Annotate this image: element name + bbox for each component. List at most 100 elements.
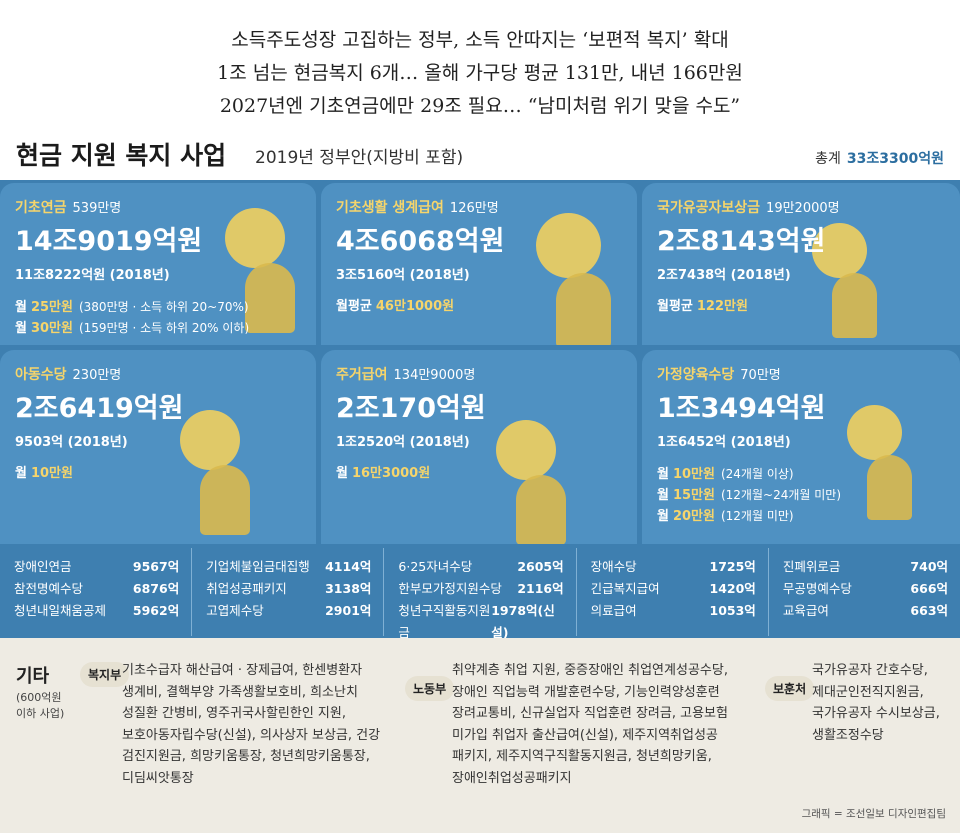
illustration [200, 465, 250, 535]
program-amount: 663억 [910, 603, 949, 618]
detail-note: (12개월 미만) [720, 509, 794, 523]
card-amount: 14조9019억원 [15, 226, 203, 257]
illustration [536, 213, 601, 278]
program-row: 참전명예수당 6876억 [14, 578, 179, 600]
ministry-programs: 기초수급자 해산급여 · 장제급여, 한센병환자 생계비, 결핵부양 가족생활보호… [122, 660, 380, 789]
ministry-programs: 국가유공자 간호수당, 제대군인전직지원금, 국가유공자 수시보상금, 생활조정수당 [812, 660, 940, 746]
card-details: 월평균 122만원 [657, 297, 946, 317]
card-name: 아동수당 [15, 367, 67, 383]
detail-value: 30만원 [30, 321, 73, 336]
card-prev: 2조7438억 (2018년) [657, 268, 791, 283]
headline: 1조 넘는 현금복지 6개… 올해 가구당 평균 131만, 내년 166만원 [217, 62, 743, 84]
detail-prefix: 월 [15, 321, 27, 336]
detail-prefix: 월 [657, 509, 669, 524]
card-details: 월 10만원 [15, 464, 302, 484]
program-line: 기초수급자 해산급여 · 장제급여, 한센병환자 [122, 663, 363, 678]
program-card: 기초생활 생계급여 126만명 4조6068억원 3조5160억 (2018년) 월평균… [321, 183, 637, 345]
illustration [225, 208, 285, 268]
card-details: 월평균 46만1000원 [336, 297, 623, 317]
ministry-badge: 보훈처 [765, 676, 815, 701]
card-name-row: 아동수당 230만명 [15, 364, 302, 384]
total-label: 총계 [815, 151, 841, 167]
card-name: 기초연금 [15, 200, 67, 216]
detail-prefix: 월평균 [657, 299, 693, 314]
detail-value: 20만원 [672, 509, 715, 524]
program-name: 한부모가정지원수당 [398, 581, 502, 596]
title: 현금 지원 복지 사업 [16, 141, 227, 170]
program-line: 패키지, 제주지역구직활동지원금, 청년희망키움, [452, 749, 712, 764]
program-line: 미가입 취업자 출산급여(신설), 제주지역취업성공 [452, 727, 718, 743]
program-name: 장애수당 [590, 559, 637, 574]
card-details: 월 25만원 (380만명 · 소득 하위 20~70%) 월 30만원 (159만명 ·… [15, 297, 302, 339]
detail-note: (24개월 이상) [720, 467, 794, 481]
illustration [847, 405, 902, 460]
program-card: 국가유공자보상금 19만2000명 2조8143억원 2조7438억 (2018년) 월… [642, 183, 960, 345]
detail-row: 월 25만원 (380만명 · 소득 하위 20~70%) [15, 297, 302, 318]
detail-row: 월 15만원 (12개월~24개월 미만) [657, 485, 946, 506]
program-card: 아동수당 230만명 2조6419억원 9503억 (2018년) 월 10만원 [0, 350, 316, 544]
card-amount: 2조6419억원 [15, 393, 184, 424]
program-amount: 740억 [910, 559, 949, 574]
card-details: 월 10만원 (24개월 이상) 월 15만원 (12개월~24개월 미만) 월 20만원 (1… [657, 464, 946, 527]
card-count: 134만9000명 [393, 368, 476, 383]
card-prev: 11조8222억원 (2018년) [15, 268, 170, 283]
small-programs: 장애인연금 9567억 참전명예수당 6876억 청년내일채움공제 5962억 기업체불임금… [0, 548, 960, 640]
card-name: 기초생활 생계급여 [336, 200, 444, 216]
program-amount: 1053억 [709, 603, 756, 618]
card-name-row: 주거급여 134만9000명 [336, 364, 623, 384]
program-card: 가정양육수당 70만명 1조3494억원 1조6452억 (2018년) 월 10만원 (2… [642, 350, 960, 544]
detail-value: 15만원 [672, 488, 715, 503]
card-name-row: 국가유공자보상금 19만2000명 [657, 197, 946, 217]
program-name: 기업체불임금대집행 [206, 559, 310, 574]
program-name: 교육급여 [782, 603, 829, 618]
card-amount: 1조3494억원 [657, 393, 826, 424]
program-row: 진폐위로금 740억 [783, 556, 948, 578]
detail-prefix: 월평균 [336, 299, 372, 314]
card-prev: 9503억 (2018년) [15, 435, 128, 450]
detail-value: 16만3000원 [351, 466, 431, 481]
program-card: 기초연금 539만명 14조9019억원 11조8222억원 (2018년) 월 25만원… [0, 183, 316, 345]
program-row: 긴급복지급여 1420억 [591, 578, 756, 600]
headlines: 소득주도성장 고집하는 정부, 소득 안따지는 ‘보편적 복지’ 확대 1조 넘는… [0, 24, 960, 123]
program-name: 고엽제수당 [206, 603, 264, 618]
detail-value: 10만원 [30, 466, 73, 481]
program-line: 장려교통비, 신규실업자 직업훈련 장려금, 고용보험 [452, 706, 728, 721]
program-amount: 2605억 [517, 559, 564, 574]
detail-row: 월 16만3000원 [336, 464, 623, 484]
subtitle: 2019년 정부안(지방비 포함) [255, 148, 464, 168]
card-prev: 1조2520억 (2018년) [336, 435, 470, 450]
illustration [867, 455, 912, 520]
program-column: 장애인연금 9567억 참전명예수당 6876억 청년내일채움공제 5962억 [0, 548, 193, 636]
detail-row: 월평균 46만1000원 [336, 297, 623, 317]
detail-note: (380만명 · 소득 하위 20~70%) [78, 300, 249, 314]
illustration [245, 263, 295, 333]
headline: 소득주도성장 고집하는 정부, 소득 안따지는 ‘보편적 복지’ 확대 [231, 29, 729, 51]
program-name: 의료급여 [590, 603, 637, 618]
total-value: 33조3300억원 [846, 151, 944, 167]
program-name: 청년내일채움공제 [14, 603, 107, 618]
card-details: 월 16만3000원 [336, 464, 623, 484]
detail-value: 25만원 [30, 300, 73, 315]
program-name: 장애인연금 [14, 559, 72, 574]
detail-row: 월 10만원 [15, 464, 302, 484]
program-amount: 1978억(신설) [491, 603, 555, 640]
program-name: 청년구직활동지원금 [398, 603, 491, 640]
program-amount: 666억 [910, 581, 949, 596]
card-name: 국가유공자보상금 [657, 200, 761, 216]
illustration [556, 273, 611, 345]
illustration [496, 420, 556, 480]
card-amount: 2조8143억원 [657, 226, 826, 257]
other-label: 기타 [16, 666, 50, 687]
headline: 2027년엔 기초연금에만 29조 필요… “남미처럼 위기 맞을 수도” [219, 95, 741, 117]
card-name: 가정양육수당 [657, 367, 735, 383]
program-line: 디딤씨앗통장 [122, 770, 194, 786]
program-amount: 6876억 [132, 581, 180, 596]
program-line: 국가유공자 수시보상금, [812, 706, 940, 721]
program-line: 검진지원금, 희망키움통장, 청년희망키움통장, [122, 749, 370, 764]
detail-prefix: 월 [657, 488, 669, 503]
detail-row: 월 10만원 (24개월 이상) [657, 464, 946, 485]
detail-row: 월 20만원 (12개월 미만) [657, 506, 946, 527]
program-name: 무공명예수당 [782, 581, 852, 596]
card-name-row: 가정양육수당 70만명 [657, 364, 946, 384]
